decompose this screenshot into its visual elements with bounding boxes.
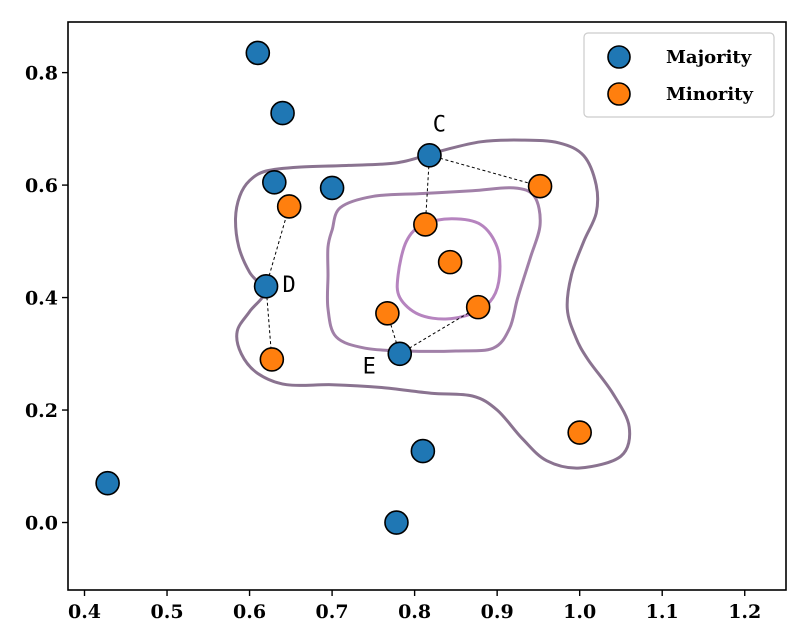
contour-outer — [233, 138, 632, 470]
annotations-layer: C D E — [283, 113, 446, 380]
x-tick-label: 0.8 — [398, 601, 431, 623]
majority-point — [262, 169, 287, 195]
majority-point — [95, 470, 120, 496]
legend-majority-marker — [607, 45, 631, 69]
majority-point — [270, 100, 295, 126]
x-axis: 0.4 0.5 0.6 0.7 0.8 0.9 1.0 1.1 1.2 — [68, 590, 761, 623]
annotation-label: D — [283, 273, 296, 298]
annotation-label: C — [433, 113, 446, 138]
neighbor-link — [265, 206, 290, 287]
majority-point — [253, 274, 279, 299]
majority-point — [417, 142, 442, 168]
y-tick-label: 0.0 — [25, 513, 58, 535]
y-tick-label: 0.6 — [25, 175, 58, 197]
minority-point — [465, 294, 491, 320]
y-tick-label: 0.4 — [25, 288, 58, 310]
legend-majority-label: Majority — [666, 47, 752, 68]
y-axis: 0.0 0.2 0.4 0.6 0.8 — [25, 63, 68, 535]
majority-point — [410, 438, 436, 464]
majority-point — [387, 341, 413, 367]
minority-point — [375, 301, 400, 326]
x-tick-label: 1.2 — [728, 601, 761, 623]
minority-point — [567, 420, 592, 445]
contours-layer — [233, 138, 632, 470]
neighbor-link — [399, 306, 479, 355]
y-tick-label: 0.8 — [25, 63, 58, 85]
x-tick-label: 0.5 — [151, 601, 184, 623]
x-tick-label: 0.6 — [233, 601, 266, 623]
minority-point — [437, 249, 463, 275]
minority-point — [259, 347, 285, 372]
legend-minority-marker — [607, 82, 631, 106]
legend-box — [583, 32, 775, 118]
annotation-label: E — [363, 354, 376, 379]
minority-point — [276, 194, 302, 219]
contour-middle — [325, 186, 542, 353]
majority-point — [245, 40, 271, 66]
x-tick-label: 0.7 — [316, 601, 349, 623]
x-tick-label: 1.0 — [563, 601, 596, 623]
plot-frame — [67, 21, 787, 591]
x-tick-label: 0.4 — [68, 601, 101, 623]
neighbor-link — [429, 154, 541, 187]
x-tick-label: 0.9 — [481, 601, 514, 623]
majority-point — [319, 175, 345, 201]
legend-minority-label: Minority — [666, 84, 753, 105]
legend: Majority Minority — [583, 32, 775, 118]
minority-point — [413, 212, 438, 237]
points-layer — [95, 40, 592, 535]
majority-point — [384, 510, 409, 535]
minority-point — [527, 173, 553, 199]
y-tick-label: 0.2 — [25, 400, 58, 422]
x-tick-label: 1.1 — [646, 601, 679, 623]
